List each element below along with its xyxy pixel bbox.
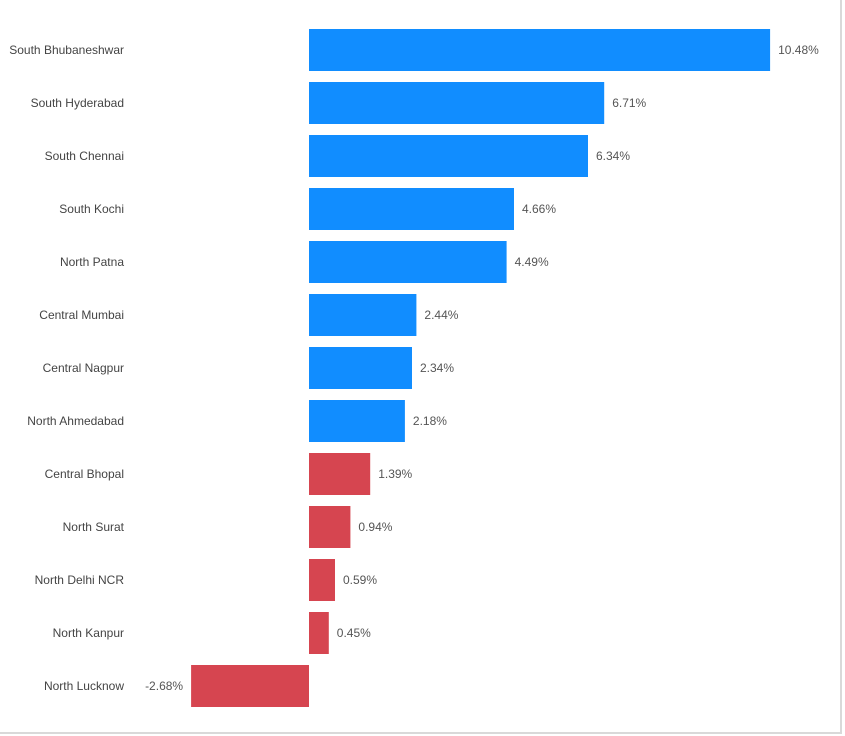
bar-north-ahmedabad[interactable] (309, 400, 405, 442)
category-label-north-delhi-ncr: North Delhi NCR (35, 573, 125, 587)
category-label-north-patna: North Patna (60, 255, 124, 269)
data-label-central-mumbai: 2.44% (424, 308, 458, 322)
data-label-north-kanpur: 0.45% (337, 626, 371, 640)
bar-central-nagpur[interactable] (309, 347, 412, 389)
category-label-south-bhubaneshwar: South Bhubaneshwar (9, 43, 124, 57)
bar-central-mumbai[interactable] (309, 294, 417, 336)
category-label-north-lucknow: North Lucknow (44, 679, 124, 693)
data-label-north-delhi-ncr: 0.59% (343, 573, 377, 587)
category-labels: South Bhubaneshwar South Hyderabad South C… (9, 43, 124, 693)
bar-north-kanpur[interactable] (309, 612, 329, 654)
data-label-south-hyderabad: 6.71% (612, 96, 646, 110)
bar-north-delhi-ncr[interactable] (309, 559, 335, 601)
bar-south-kochi[interactable] (309, 188, 514, 230)
bar-central-bhopal[interactable] (309, 453, 371, 495)
category-label-north-ahmedabad: North Ahmedabad (27, 414, 124, 428)
bar-north-lucknow[interactable] (191, 665, 309, 707)
category-label-north-kanpur: North Kanpur (53, 626, 124, 640)
bar-south-bhubaneshwar[interactable] (309, 29, 771, 71)
data-label-south-chennai: 6.34% (596, 149, 630, 163)
bars (191, 29, 771, 707)
category-label-central-nagpur: Central Nagpur (43, 361, 124, 375)
bar-south-chennai[interactable] (309, 135, 588, 177)
data-label-north-surat: 0.94% (358, 520, 392, 534)
bar-south-hyderabad[interactable] (309, 82, 605, 124)
data-label-central-nagpur: 2.34% (420, 361, 454, 375)
data-label-south-kochi: 4.66% (522, 202, 556, 216)
data-label-north-patna: 4.49% (515, 255, 549, 269)
data-label-north-ahmedabad: 2.18% (413, 414, 447, 428)
data-label-central-bhopal: 1.39% (378, 467, 412, 481)
data-label-south-bhubaneshwar: 10.48% (778, 43, 819, 57)
category-label-north-surat: North Surat (63, 520, 125, 534)
category-label-south-kochi: South Kochi (59, 202, 124, 216)
data-label-north-lucknow: -2.68% (145, 679, 183, 693)
category-label-central-bhopal: Central Bhopal (45, 467, 124, 481)
bar-north-patna[interactable] (309, 241, 507, 283)
category-label-south-chennai: South Chennai (45, 149, 124, 163)
category-label-central-mumbai: Central Mumbai (39, 308, 124, 322)
category-label-south-hyderabad: South Hyderabad (31, 96, 124, 110)
bar-north-surat[interactable] (309, 506, 351, 548)
data-labels: 10.48% 6.71% 6.34% 4.66% 4.49% 2.44% 2.34% 2.18… (145, 43, 819, 693)
